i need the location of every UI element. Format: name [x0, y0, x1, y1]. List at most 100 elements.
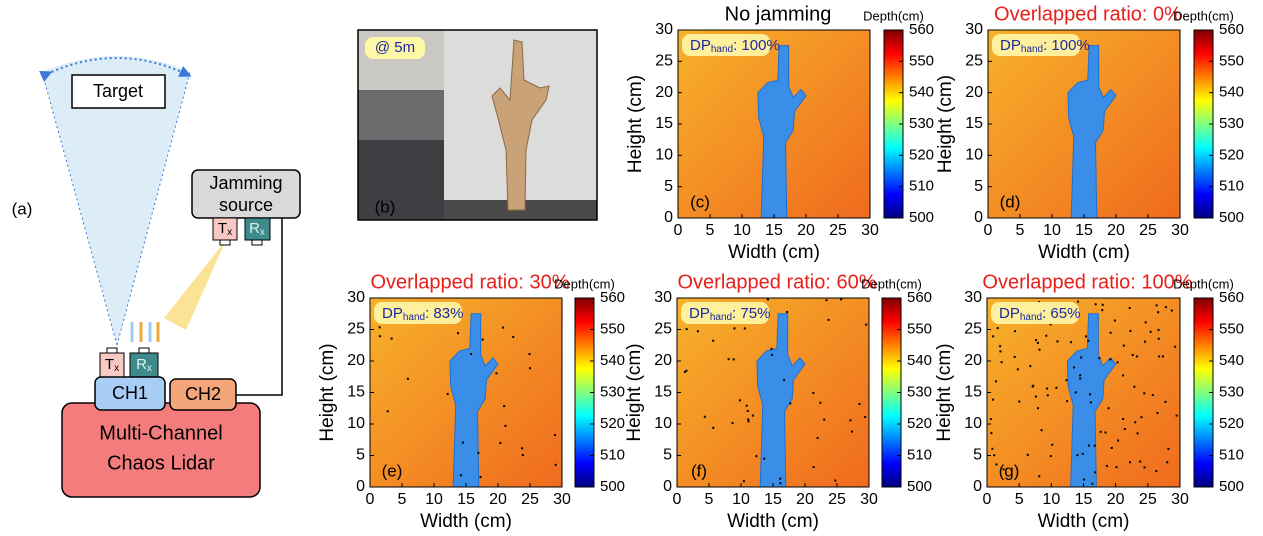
- colorbar-tick-label: 550: [1219, 52, 1244, 69]
- colorbar-tick-label: 560: [600, 289, 625, 306]
- noise-pixel: [1098, 357, 1100, 359]
- noise-pixel: [1035, 396, 1037, 398]
- rx-main: R: [136, 356, 147, 373]
- annotation-sub: hand: [711, 44, 733, 55]
- noise-pixel: [995, 463, 997, 465]
- colorbar-tick-label: 540: [907, 352, 932, 369]
- chart-title: Overlapped ratio: 0%: [994, 3, 1182, 25]
- x-axis-label: Width (cm): [727, 511, 819, 532]
- colorbar-tick-label: 560: [907, 289, 932, 306]
- colorbar-tick-label: 560: [1219, 289, 1244, 306]
- noise-pixel: [1029, 365, 1031, 367]
- noise-pixel: [812, 392, 814, 394]
- noise-pixel: [1083, 479, 1085, 481]
- noise-pixel: [1032, 386, 1034, 388]
- noise-pixel: [529, 367, 531, 369]
- x-tick-label: 0: [674, 222, 683, 239]
- noise-pixel: [1038, 475, 1040, 477]
- colorbar-tick-label: 550: [1219, 320, 1244, 337]
- photo: @ 5m (b): [358, 30, 597, 220]
- noise-pixel: [1079, 374, 1081, 376]
- noise-pixel: [1111, 447, 1113, 449]
- x-tick-label: 25: [521, 491, 539, 508]
- lab-bench: [358, 140, 444, 220]
- colorbar-tick-label: 550: [909, 52, 934, 69]
- noise-pixel: [1108, 407, 1110, 409]
- noise-pixel: [1123, 345, 1125, 347]
- x-tick-label: 5: [706, 222, 715, 239]
- y-tick-label: 0: [974, 209, 983, 226]
- annotation-sub: hand: [710, 312, 732, 323]
- heatmap-chart: 051015202530051015202530Width (cm)Height…: [317, 271, 625, 532]
- colorbar-tick-label: 530: [600, 383, 625, 400]
- x-tick-label: 5: [705, 491, 714, 508]
- noise-pixel: [1140, 416, 1142, 418]
- x-tick-label: 30: [861, 222, 879, 239]
- noise-pixel: [1156, 304, 1158, 306]
- panel-label: (d): [1000, 192, 1021, 211]
- annotation-value: : 75%: [732, 305, 770, 322]
- x-tick-label: 30: [860, 491, 878, 508]
- noise-pixel: [1155, 470, 1157, 472]
- noise-pixel: [555, 464, 557, 466]
- y-tick-label: 5: [663, 447, 672, 464]
- noise-pixel: [1145, 321, 1147, 323]
- x-tick-label: 30: [1171, 222, 1189, 239]
- noise-pixel: [728, 358, 730, 360]
- noise-pixel: [1080, 357, 1082, 359]
- noise-pixel: [990, 418, 992, 420]
- noise-pixel: [1082, 453, 1084, 455]
- noise-pixel: [1046, 388, 1048, 390]
- noise-pixel: [1085, 335, 1087, 337]
- tx-sub: x: [227, 227, 232, 238]
- noise-pixel: [1157, 311, 1159, 313]
- y-tick-label: 0: [664, 209, 673, 226]
- annotation-sub: hand: [1020, 312, 1042, 323]
- noise-pixel: [1018, 401, 1020, 403]
- y-tick-label: 5: [664, 178, 673, 195]
- noise-pixel: [747, 420, 749, 422]
- noise-pixel: [447, 393, 449, 395]
- colorbar-tick-label: 500: [600, 478, 625, 495]
- noise-pixel: [990, 432, 992, 434]
- panel-label: (e): [382, 461, 403, 480]
- colorbar-tick-label: 500: [909, 209, 934, 226]
- colorbar-tick-label: 530: [1219, 115, 1244, 132]
- annotation-value: : 100%: [1043, 37, 1090, 54]
- noise-pixel: [1077, 301, 1079, 303]
- noise-pixel: [1017, 368, 1019, 370]
- noise-pixel: [851, 431, 853, 433]
- noise-pixel: [1122, 418, 1124, 420]
- chart-title: No jamming: [725, 3, 832, 25]
- noise-pixel: [1109, 358, 1111, 360]
- noise-pixel: [482, 339, 484, 341]
- noise-pixel: [828, 319, 830, 321]
- noise-pixel: [767, 298, 769, 300]
- noise-pixel: [1073, 366, 1075, 368]
- annotation: DPhand: 100%: [690, 37, 780, 55]
- y-tick-label: 0: [973, 478, 982, 495]
- x-tick-label: 10: [1043, 222, 1061, 239]
- x-tick-label: 5: [398, 491, 407, 508]
- noise-pixel: [1115, 466, 1117, 468]
- figure: Target (a) Jamming source Tx Rx Tx Rx CH…: [0, 0, 1263, 536]
- noise-pixel: [477, 452, 479, 454]
- noise-pixel: [1176, 415, 1178, 417]
- noise-pixel: [1106, 465, 1108, 467]
- x-tick-label: 20: [797, 222, 815, 239]
- y-tick-label: 5: [974, 178, 983, 195]
- noise-pixel: [733, 358, 735, 360]
- noise-pixel: [1143, 392, 1145, 394]
- beams: [132, 322, 158, 342]
- x-tick-label: 30: [553, 491, 571, 508]
- y-axis-label: Height (cm): [934, 343, 955, 441]
- annotation-value: : 83%: [425, 305, 463, 322]
- x-tick-label: 20: [489, 491, 507, 508]
- y-axis-label: Height (cm): [317, 343, 338, 441]
- colorbar-tick-label: 520: [1219, 415, 1244, 432]
- noise-pixel: [1132, 354, 1134, 356]
- noise-pixel: [1133, 386, 1135, 388]
- colorbar-tick-label: 510: [1219, 446, 1244, 463]
- x-tick-label: 0: [984, 222, 993, 239]
- x-tick-label: 30: [1171, 491, 1189, 508]
